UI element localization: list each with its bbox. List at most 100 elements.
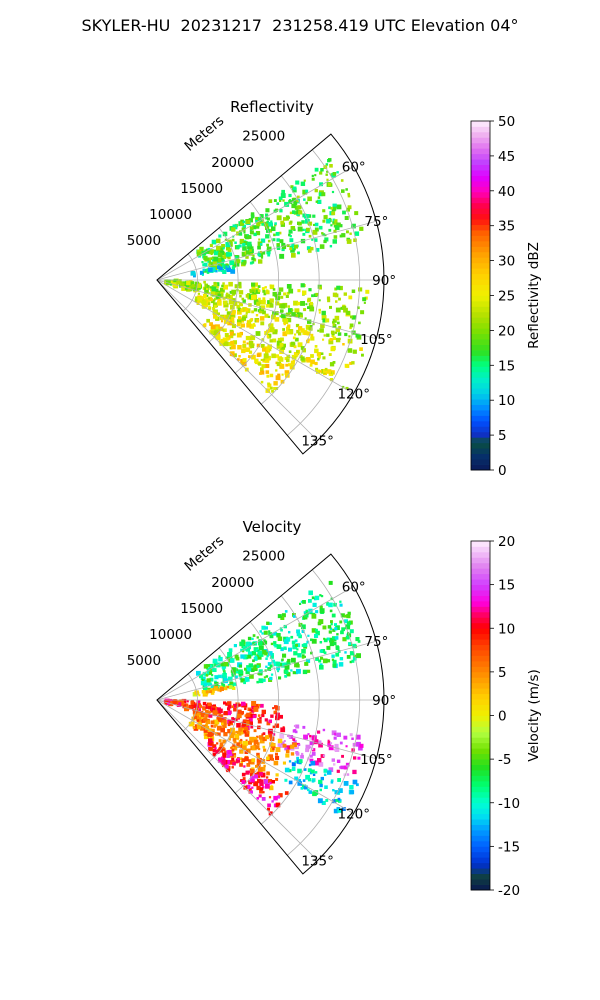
echo-gate xyxy=(258,678,264,684)
echo-gate xyxy=(339,600,342,603)
echo-gate xyxy=(311,596,315,600)
echo-gate xyxy=(338,297,341,301)
echo-gate xyxy=(249,790,253,794)
echo-gate xyxy=(287,658,291,663)
echo-gate xyxy=(293,352,299,357)
range-tick-label: 15000 xyxy=(180,601,223,617)
echo-gate xyxy=(256,797,260,800)
echo-gate xyxy=(279,363,285,369)
echo-gate xyxy=(258,310,262,313)
echo-gate xyxy=(271,780,275,784)
echo-gate xyxy=(266,721,271,726)
colorbar-segment xyxy=(471,339,490,345)
echo-gate xyxy=(242,243,246,247)
echo-gate xyxy=(251,246,254,249)
echo-gate xyxy=(336,222,341,227)
azimuth-tick-label: 135° xyxy=(301,854,334,870)
echo-gate xyxy=(248,218,253,223)
echo-gate xyxy=(220,317,224,321)
echo-gate xyxy=(321,192,326,197)
echo-gate xyxy=(271,353,276,359)
echo-gate xyxy=(301,624,306,630)
echo-gate xyxy=(307,297,312,302)
echo-gate xyxy=(322,233,326,237)
colorbar-segment xyxy=(471,791,490,798)
echo-gate xyxy=(220,662,225,667)
echo-gate xyxy=(209,322,213,326)
echo-gate xyxy=(321,315,327,320)
echo-gate xyxy=(314,222,319,227)
echo-gate xyxy=(282,317,287,322)
echo-gate xyxy=(237,757,240,760)
echo-gate xyxy=(291,253,296,258)
echo-gate xyxy=(294,205,299,210)
echo-gate xyxy=(202,268,206,272)
echo-gate xyxy=(223,678,229,684)
echo-gate xyxy=(328,580,333,585)
echo-gate xyxy=(208,671,213,675)
echo-gate xyxy=(353,238,357,242)
echo-gate xyxy=(303,785,308,790)
echo-gate xyxy=(270,673,274,676)
echo-gate xyxy=(282,343,286,348)
echo-gate xyxy=(313,223,316,226)
echo-gate xyxy=(260,772,266,778)
echo-gate xyxy=(317,199,322,204)
echo-gate xyxy=(211,667,216,672)
echo-gate xyxy=(227,676,233,682)
echo-gate xyxy=(249,642,253,646)
echo-gate xyxy=(251,779,255,783)
echo-gate xyxy=(354,231,360,236)
echo-gate xyxy=(351,361,355,365)
echo-gate xyxy=(312,791,317,797)
colorbar-segment xyxy=(471,868,490,875)
echo-gate xyxy=(282,328,285,331)
echo-gate xyxy=(283,740,286,742)
echo-gate xyxy=(191,701,194,705)
colorbar-segment xyxy=(471,573,490,580)
echo-gate xyxy=(228,316,232,320)
echo-gate xyxy=(238,281,242,286)
echo-gate xyxy=(356,653,361,659)
echo-gate xyxy=(184,284,188,288)
echo-gate xyxy=(176,280,181,285)
echo-gate xyxy=(300,356,305,361)
echo-gate xyxy=(216,245,221,251)
echo-gate xyxy=(288,363,292,367)
echo-gate xyxy=(275,802,281,808)
echo-gate xyxy=(274,644,278,648)
echo-gate xyxy=(338,788,343,793)
echo-gate xyxy=(258,259,263,264)
echo-gate xyxy=(207,284,210,288)
echo-gate xyxy=(232,738,237,742)
echo-gate xyxy=(224,750,229,755)
echo-gate xyxy=(242,358,247,363)
echo-gate xyxy=(303,768,307,771)
echo-gate xyxy=(235,702,240,707)
echo-gate xyxy=(339,234,343,238)
echo-gate xyxy=(294,730,298,734)
echo-gate xyxy=(332,203,337,208)
echo-gate xyxy=(298,332,302,336)
echo-gate xyxy=(329,305,332,309)
echo-gate xyxy=(291,198,297,203)
echo-gate xyxy=(334,623,337,627)
echo-gate xyxy=(290,744,295,749)
echo-gate xyxy=(280,303,286,309)
echo-gate xyxy=(345,188,348,191)
echo-gate xyxy=(210,691,215,695)
echo-gate xyxy=(285,749,290,754)
echo-gate xyxy=(326,637,330,641)
echo-gate xyxy=(250,212,255,216)
echo-gate xyxy=(346,239,352,244)
echo-gate xyxy=(208,262,214,267)
echo-gate xyxy=(269,781,272,785)
echo-gate xyxy=(296,212,300,216)
echo-gate xyxy=(227,652,233,657)
echo-gate xyxy=(218,739,222,743)
echo-gate xyxy=(255,219,258,223)
echo-gate xyxy=(211,291,216,296)
echo-gate xyxy=(343,781,349,786)
echo-gate xyxy=(286,326,291,331)
azimuth-gridline xyxy=(156,279,377,340)
